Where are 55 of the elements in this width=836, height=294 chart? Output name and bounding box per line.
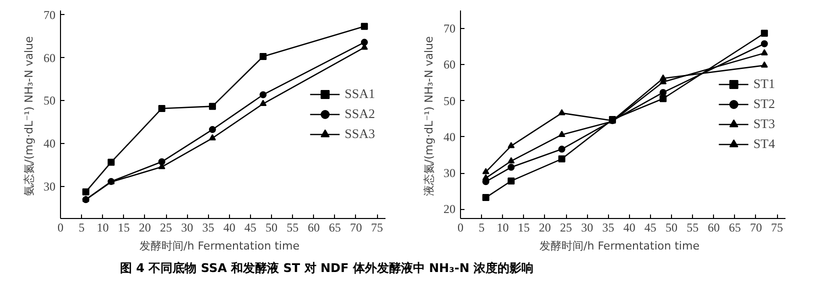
legend-label: ST1 [753,76,775,92]
x-tick-label: 25 [560,220,572,234]
x-tick-label: 55 [286,220,299,234]
x-tick-label: 70 [350,220,362,234]
y-tick-label: 70 [44,8,56,22]
x-tick-label: 40 [623,220,636,234]
x-tick-label: 40 [223,220,236,234]
x-tick-label: 50 [266,220,278,234]
y-tick-label: 40 [44,136,56,151]
x-tick-label: 75 [771,220,784,234]
legend-label: SSA2 [344,106,375,122]
x-tick-label: 60 [708,220,720,234]
x-tick-label: 70 [750,220,762,234]
x-tick-label: 75 [371,220,384,234]
caption: 图 4 不同底物 SSA 和发酵液 ST 对 NDF 体外发酵液中 NH₃-N 浓度的影响 [120,260,534,277]
x-tick-label: 15 [518,220,530,234]
x-tick-label: 65 [328,220,341,234]
x-tick-label: 45 [244,220,256,234]
legend-label: ST2 [753,96,775,112]
y-tick-label: 50 [44,94,56,108]
y-tick-label: 30 [44,180,56,194]
legend-label: ST3 [753,116,775,132]
x-tick-label: 20 [138,220,151,234]
x-tick-label: 15 [118,220,130,234]
y-tick-label: 50 [444,94,456,108]
x-tick-label: 50 [666,220,678,234]
y-tick-label: 40 [444,130,456,144]
legend-label: SSA3 [344,126,375,142]
x-tick-label: 45 [644,220,656,234]
x-tick-label: 65 [728,220,741,234]
x-axis-title: 发酵时间/h Fermentation time [540,240,700,252]
y-axis-title: 氨态氮/(mg·dL⁻¹) NH₃-N value [22,36,36,196]
legend-label: ST4 [753,136,775,152]
x-tick-label: 30 [581,220,594,234]
y-tick-label: 60 [444,58,456,72]
x-tick-label: 10 [96,220,109,234]
y-tick-label: 30 [444,166,456,180]
x-tick-label: 10 [496,220,509,234]
y-tick-label: 60 [44,50,56,65]
x-tick-label: 25 [160,220,172,234]
x-tick-label: 5 [78,220,85,234]
x-axis-title: 发酵时间/h Fermentation time [140,240,300,252]
x-tick-label: 5 [478,220,485,234]
y-axis-title: 液态氮/(mg·dL⁻¹) NH₃-N value [422,36,436,196]
x-tick-label: 30 [181,220,194,234]
x-tick-label: 35 [202,220,214,234]
x-tick-label: 20 [538,220,551,234]
y-tick-label: 70 [444,22,456,36]
x-tick-label: 0 [58,220,64,234]
x-tick-label: 35 [602,220,614,234]
y-tick-label: 20 [444,202,456,216]
x-tick-label: 55 [686,220,699,234]
legend-label: SSA1 [344,86,375,102]
x-tick-label: 60 [308,220,320,234]
x-tick-label: 0 [458,220,464,234]
